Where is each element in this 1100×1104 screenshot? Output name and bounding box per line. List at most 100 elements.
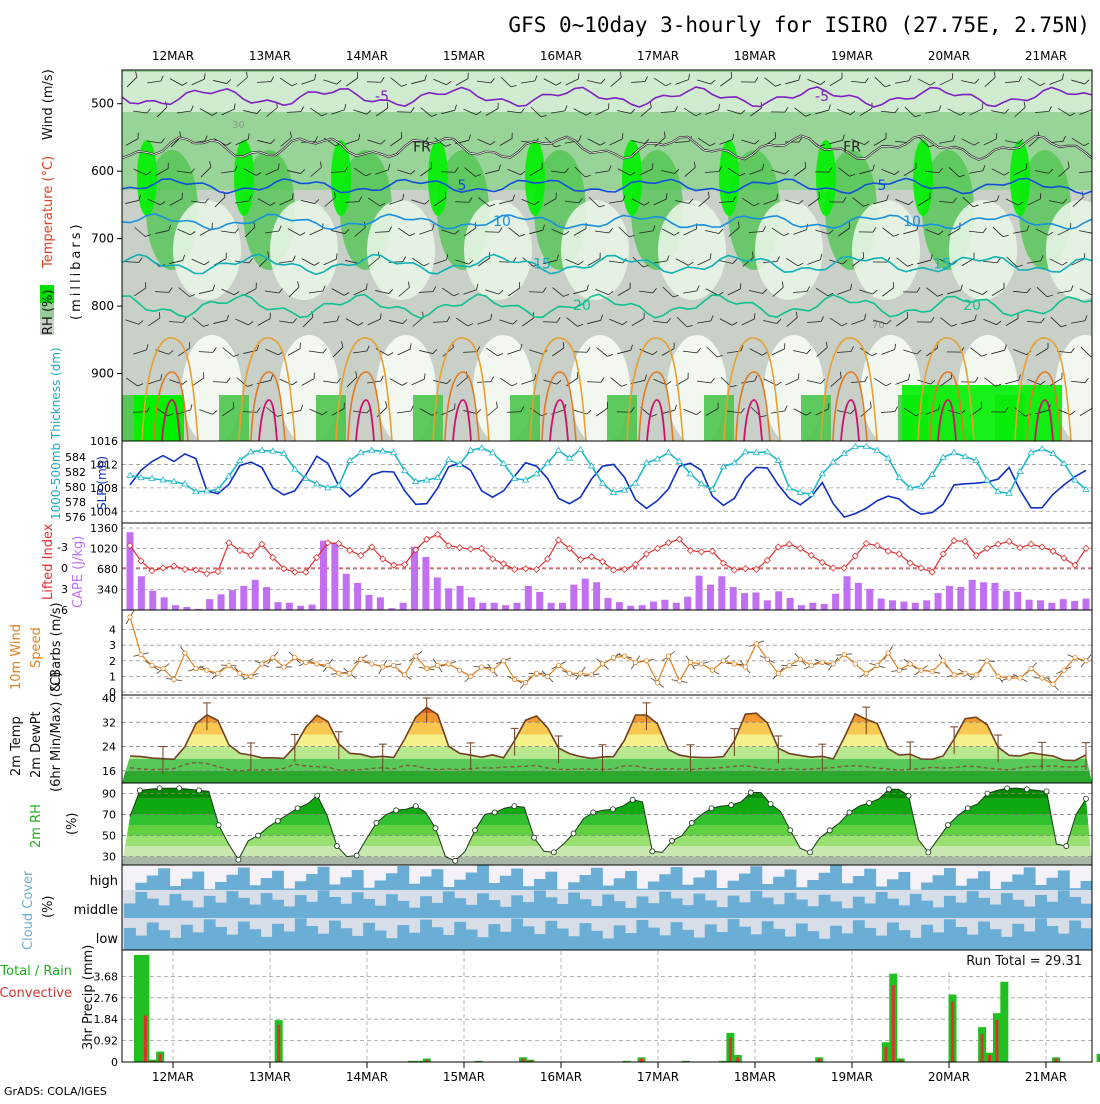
thickness-point: [556, 447, 562, 452]
cloud-cell: [773, 929, 785, 950]
wind-point: [392, 663, 396, 667]
cape-bar: [149, 591, 156, 610]
temperature-tick-label: 40: [102, 692, 116, 705]
cloud-cell: [580, 875, 592, 890]
cloud-cell: [887, 899, 899, 918]
rh-point: [670, 838, 675, 843]
cloud-cell: [1046, 902, 1058, 918]
li-point: [819, 559, 825, 565]
cloud-cell: [591, 906, 603, 918]
rh-point: [808, 850, 813, 855]
cape-bar: [923, 600, 930, 610]
upper-ylabel-rh: RH (%): [41, 290, 56, 335]
cloud-cell: [147, 899, 159, 918]
rh-point: [729, 803, 734, 808]
cape-bar: [1014, 592, 1021, 610]
temperature-tick-label: 32: [102, 716, 116, 729]
cloud-cell: [853, 920, 865, 950]
cloud-cell: [955, 927, 967, 950]
cloud-cell: [523, 886, 535, 890]
cloud-cell: [910, 894, 922, 918]
wind-point: [1073, 655, 1077, 659]
cape-bar: [741, 593, 748, 610]
wind-point: [732, 662, 736, 666]
rh-band: [122, 799, 1092, 815]
cloud-cell: [1012, 875, 1024, 891]
cloud-cell: [796, 887, 808, 890]
cloud-cell: [887, 879, 899, 890]
slp-frame: [122, 441, 1092, 523]
bottom-date-label: 19MAR: [831, 1070, 873, 1084]
cape-bar: [969, 580, 976, 610]
cape-bar: [502, 605, 509, 610]
barb-feather: [1092, 291, 1097, 297]
cape-bar: [787, 598, 794, 610]
temp-contour-label: FR: [413, 140, 431, 156]
cloud-cell: [329, 885, 341, 891]
cloud-cell: [978, 898, 990, 918]
cloud-cell: [602, 886, 614, 891]
rh-band: [122, 783, 1092, 799]
wind-point: [886, 651, 890, 655]
top-date-label: 17MAR: [637, 49, 679, 63]
li-tick-label: 3: [61, 583, 68, 596]
cape-bar: [138, 576, 145, 610]
cloud-cell: [204, 889, 216, 890]
cloud-cell: [283, 907, 295, 918]
rh-dry-patch: [658, 200, 726, 300]
wind-point: [534, 671, 538, 675]
cloud-cell: [397, 866, 409, 890]
wind-point: [545, 674, 549, 678]
li-point: [1028, 541, 1034, 547]
cloud-cell: [705, 924, 717, 950]
rh-surface-moist: [607, 395, 637, 441]
cloud-cell: [841, 933, 853, 950]
li-point: [1006, 538, 1012, 544]
precip-conv-bar: [892, 985, 895, 1062]
cloud-cell: [625, 871, 637, 890]
cloud-cell: [944, 919, 956, 950]
temperature-line: [130, 707, 1086, 760]
cloud-cell: [1069, 897, 1081, 918]
temperature-band: [122, 759, 1092, 771]
thickness-series-line: [130, 447, 1086, 495]
bottom-date-label: 12MAR: [152, 1070, 194, 1084]
wind-point: [556, 663, 560, 667]
li-point: [885, 548, 891, 554]
cloud-cell: [352, 892, 364, 918]
cloud-cell: [204, 919, 216, 950]
thickness-tick-label: 576: [65, 511, 86, 524]
wind-point: [315, 662, 319, 666]
cloud-cell: [306, 926, 318, 950]
rh-point: [472, 828, 477, 833]
wind-point: [930, 670, 934, 674]
cloud-cell: [682, 905, 694, 918]
cloud-cell: [500, 907, 512, 918]
wind-point: [468, 674, 472, 678]
cloud-cell: [272, 924, 284, 950]
cloud-cell: [819, 873, 831, 890]
cloud-cell: [921, 883, 933, 891]
cloud-cell: [978, 922, 990, 950]
wind-point: [710, 668, 714, 672]
cloud-cell: [1058, 871, 1070, 891]
cape-bar: [912, 603, 919, 610]
cloud-ylabel-units: (%): [41, 896, 56, 919]
cloud-cell: [1046, 878, 1058, 890]
precip-conv-bar: [995, 1020, 998, 1062]
cloud-cell: [158, 930, 170, 950]
upper-ylabel-temperature: Temperature (°C): [41, 156, 56, 269]
cape-bar: [764, 600, 771, 610]
cloud-cell: [682, 885, 694, 890]
bottom-date-label: 18MAR: [734, 1070, 776, 1084]
cloud-row-label: middle: [74, 903, 118, 918]
cloud-cell: [420, 877, 432, 891]
wind-tick-label: 2: [109, 655, 116, 668]
cloud-row-label: low: [96, 932, 119, 947]
cape-bar: [1083, 599, 1090, 610]
wind-speed-line: [128, 615, 1088, 686]
cloud-cell: [785, 937, 797, 950]
